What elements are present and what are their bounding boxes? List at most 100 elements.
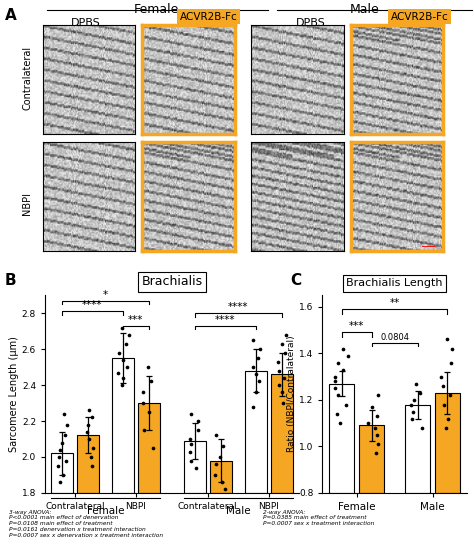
Point [448, 344, 456, 353]
Point [115, 348, 122, 357]
Bar [112, 358, 134, 493]
Text: ACVR2B-Fc: ACVR2B-Fc [391, 12, 448, 22]
Point [147, 377, 155, 386]
Point [410, 395, 418, 404]
Point [282, 348, 289, 357]
Text: ****: **** [215, 315, 236, 325]
Text: 2-way ANOVA:
P=0.0385 main effect of treatment
P=0.0007 sex x treatment interact: 2-way ANOVA: P=0.0385 main effect of tre… [263, 510, 374, 526]
Point [89, 413, 96, 422]
Point [331, 384, 339, 393]
Point [140, 426, 148, 434]
Bar [405, 404, 430, 493]
Point [87, 452, 95, 461]
Point [188, 409, 195, 418]
Point [249, 336, 257, 345]
Text: NBPI: NBPI [22, 192, 33, 215]
Point [58, 438, 65, 447]
Point [188, 440, 195, 449]
Point [216, 452, 224, 461]
Text: DPBS: DPBS [71, 18, 100, 28]
Point [149, 443, 156, 452]
Point [331, 377, 339, 386]
Text: *: * [103, 290, 108, 300]
Point [249, 363, 256, 372]
Point [336, 419, 343, 428]
Y-axis label: Ratio (NBPI/Contralateral): Ratio (NBPI/Contralateral) [287, 336, 296, 452]
Point [88, 462, 96, 471]
Point [253, 370, 260, 379]
Point [114, 368, 122, 377]
Point [54, 462, 62, 471]
Point [275, 380, 283, 389]
Point [440, 400, 447, 409]
Bar [245, 371, 267, 493]
Text: A: A [5, 8, 17, 23]
Point [85, 406, 93, 415]
Point [255, 377, 263, 386]
Text: 3-way ANOVA:
P<0.0001 main effect of denervation
P=0.0108 main effect of treatme: 3-way ANOVA: P<0.0001 main effect of den… [9, 510, 164, 538]
Point [89, 443, 97, 452]
Point [280, 399, 287, 408]
Point [211, 471, 219, 480]
Point [372, 423, 379, 432]
Text: ***: *** [349, 321, 365, 331]
Point [368, 402, 375, 411]
Point [212, 460, 219, 468]
Point [122, 339, 130, 348]
Bar [435, 393, 460, 493]
Point [186, 447, 193, 456]
Point [119, 355, 127, 364]
Point [145, 408, 153, 417]
Point [144, 363, 152, 372]
Text: Male: Male [350, 3, 380, 16]
Point [439, 382, 447, 390]
Bar [138, 403, 160, 493]
Text: Female: Female [134, 3, 179, 16]
Point [339, 344, 346, 353]
Point [409, 407, 416, 416]
Text: ****: **** [82, 300, 103, 310]
Bar [77, 436, 99, 493]
Point [55, 452, 63, 461]
Point [118, 380, 126, 389]
Text: Male: Male [226, 506, 251, 516]
Point [372, 449, 379, 458]
Point [437, 372, 445, 381]
Point [56, 478, 64, 487]
Point [444, 414, 451, 423]
Point [221, 485, 228, 494]
Text: ACVR2B-Fc: ACVR2B-Fc [180, 12, 237, 22]
Point [83, 427, 91, 436]
Bar [271, 374, 293, 493]
Text: B: B [4, 273, 16, 289]
Point [254, 354, 261, 363]
Point [419, 423, 426, 432]
Text: ***: *** [128, 315, 144, 325]
Point [192, 463, 200, 472]
Point [374, 391, 382, 400]
Point [60, 471, 67, 480]
Point [212, 431, 220, 440]
Point [408, 414, 415, 423]
Point [408, 400, 415, 409]
Point [139, 399, 147, 408]
Point [345, 351, 352, 360]
Point [194, 417, 201, 426]
Point [119, 373, 127, 382]
Point [442, 423, 449, 432]
Text: Brachialis Length: Brachialis Length [346, 278, 443, 289]
Point [373, 431, 381, 439]
Point [249, 402, 256, 411]
Text: Female: Female [87, 506, 124, 516]
Point [278, 339, 286, 348]
Text: ****: **** [228, 302, 248, 312]
Text: Contralateral: Contralateral [22, 46, 33, 110]
Point [280, 373, 287, 382]
Point [333, 409, 341, 418]
Point [443, 335, 451, 344]
Point [139, 388, 147, 397]
Point [125, 330, 133, 339]
Point [374, 439, 382, 448]
Text: C: C [291, 273, 301, 289]
Point [61, 431, 68, 440]
